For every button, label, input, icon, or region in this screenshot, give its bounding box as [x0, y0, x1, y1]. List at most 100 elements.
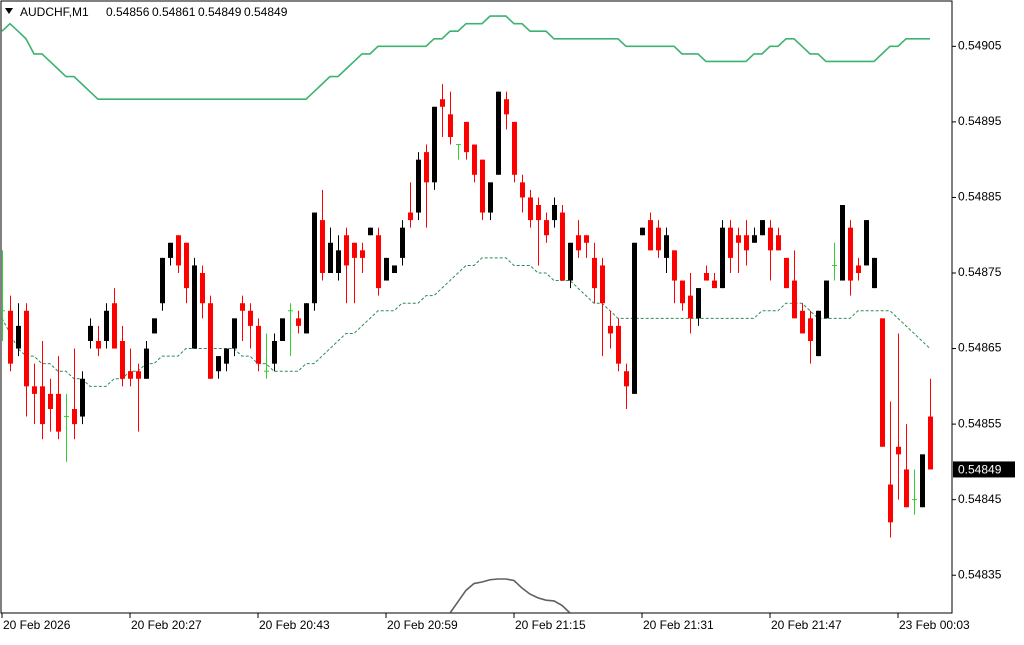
candle-body: [800, 310, 805, 334]
candle-body: [120, 341, 125, 379]
candle-body: [792, 280, 797, 319]
candle-body: [464, 121, 469, 153]
candle-body: [344, 235, 349, 266]
candle-body: [16, 325, 21, 349]
x-tick-label: 20 Feb 20:27: [131, 618, 202, 632]
candle-body: [96, 341, 101, 349]
candle-body: [728, 227, 733, 258]
candle-body: [384, 257, 389, 281]
candle-body: [136, 371, 141, 379]
candle-body: [8, 310, 13, 364]
candle-body: [504, 99, 509, 115]
candle-body: [784, 257, 789, 289]
candle-body: [80, 378, 85, 417]
candle-body: [744, 235, 749, 251]
candle-body: [544, 220, 549, 236]
candle-body: [664, 235, 669, 258]
candle-body: [760, 220, 765, 236]
candle-body: [816, 310, 821, 357]
header-low: 0.54849: [198, 5, 242, 19]
candle-body: [904, 469, 909, 508]
candle-body: [888, 484, 893, 523]
indicator-line: [1, 15, 930, 101]
candle-body: [304, 303, 309, 334]
candle-body: [928, 416, 933, 470]
candle-body: [280, 318, 285, 341]
candle-body: [336, 250, 341, 273]
candle-body: [720, 227, 725, 289]
candle-body: [168, 242, 173, 258]
candle-body: [368, 227, 373, 236]
y-tick-label: 0.54895: [958, 114, 1002, 128]
candle-body: [696, 288, 701, 319]
candle-body: [512, 121, 517, 175]
candle-body: [152, 318, 157, 334]
candle-body: [40, 386, 45, 425]
candle-body: [576, 235, 581, 251]
candle-body: [112, 303, 117, 349]
candle-body: [424, 152, 429, 183]
candle-body: [736, 235, 741, 243]
candle-body: [360, 250, 365, 258]
candle-body: [536, 205, 541, 221]
candle-body: [496, 91, 501, 175]
candle-body: [200, 273, 205, 304]
candle-body: [880, 318, 885, 447]
y-tick-label: 0.54845: [958, 492, 1002, 506]
candle-body: [672, 250, 677, 281]
candle-body: [256, 325, 261, 364]
candle-body: [320, 220, 325, 273]
x-tick-label: 20 Feb 20:59: [387, 618, 458, 632]
candle-body: [480, 159, 485, 213]
candle-body: [144, 348, 149, 379]
candle-body: [688, 295, 693, 319]
y-tick-label: 0.54835: [958, 567, 1002, 581]
candle-body: [312, 212, 317, 304]
candle-body: [752, 235, 757, 243]
candle-body: [448, 114, 453, 137]
candle-body: [856, 265, 861, 273]
x-tick-label: 20 Feb 2026: [3, 618, 71, 632]
menu-triangle[interactable]: [5, 8, 13, 14]
candle-body: [824, 280, 829, 319]
candle-body: [440, 99, 445, 107]
candle-body: [88, 325, 93, 341]
candle-body: [128, 371, 133, 379]
candle-body: [104, 310, 109, 341]
candle-body: [224, 348, 229, 364]
candle-body: [408, 212, 413, 221]
candle-body: [848, 227, 853, 281]
candle-body: [472, 144, 477, 175]
candle-body: [552, 205, 557, 221]
candle-body: [216, 356, 221, 372]
candle-body: [176, 235, 181, 266]
indicator-line: [1, 257, 931, 387]
candle-body: [872, 257, 877, 289]
chart-title: AUDCHF,M1: [20, 5, 89, 19]
header-open: 0.54856: [106, 5, 150, 19]
candle-body: [648, 220, 653, 251]
x-tick-label: 20 Feb 21:31: [643, 618, 714, 632]
candle-body: [416, 159, 421, 213]
y-tick-label: 0.54905: [958, 39, 1002, 53]
candle-body: [208, 303, 213, 379]
candle-body: [808, 318, 813, 341]
candle-body: [24, 310, 29, 387]
x-tick-label: 20 Feb 21:15: [515, 618, 586, 632]
candle-body: [272, 341, 277, 364]
y-tick-label: 0.54875: [958, 265, 1002, 279]
candle-body: [640, 227, 645, 236]
y-tick-label: 0.54855: [958, 416, 1002, 430]
header-close: 0.54849: [244, 5, 288, 19]
candle-body: [248, 310, 253, 326]
candle-body: [864, 220, 869, 266]
candle-body: [680, 280, 685, 304]
header-high: 0.54861: [152, 5, 196, 19]
candle-body: [712, 280, 717, 289]
candle-body: [656, 227, 661, 251]
candle-body: [608, 325, 613, 334]
plot-area: [1, 15, 933, 613]
